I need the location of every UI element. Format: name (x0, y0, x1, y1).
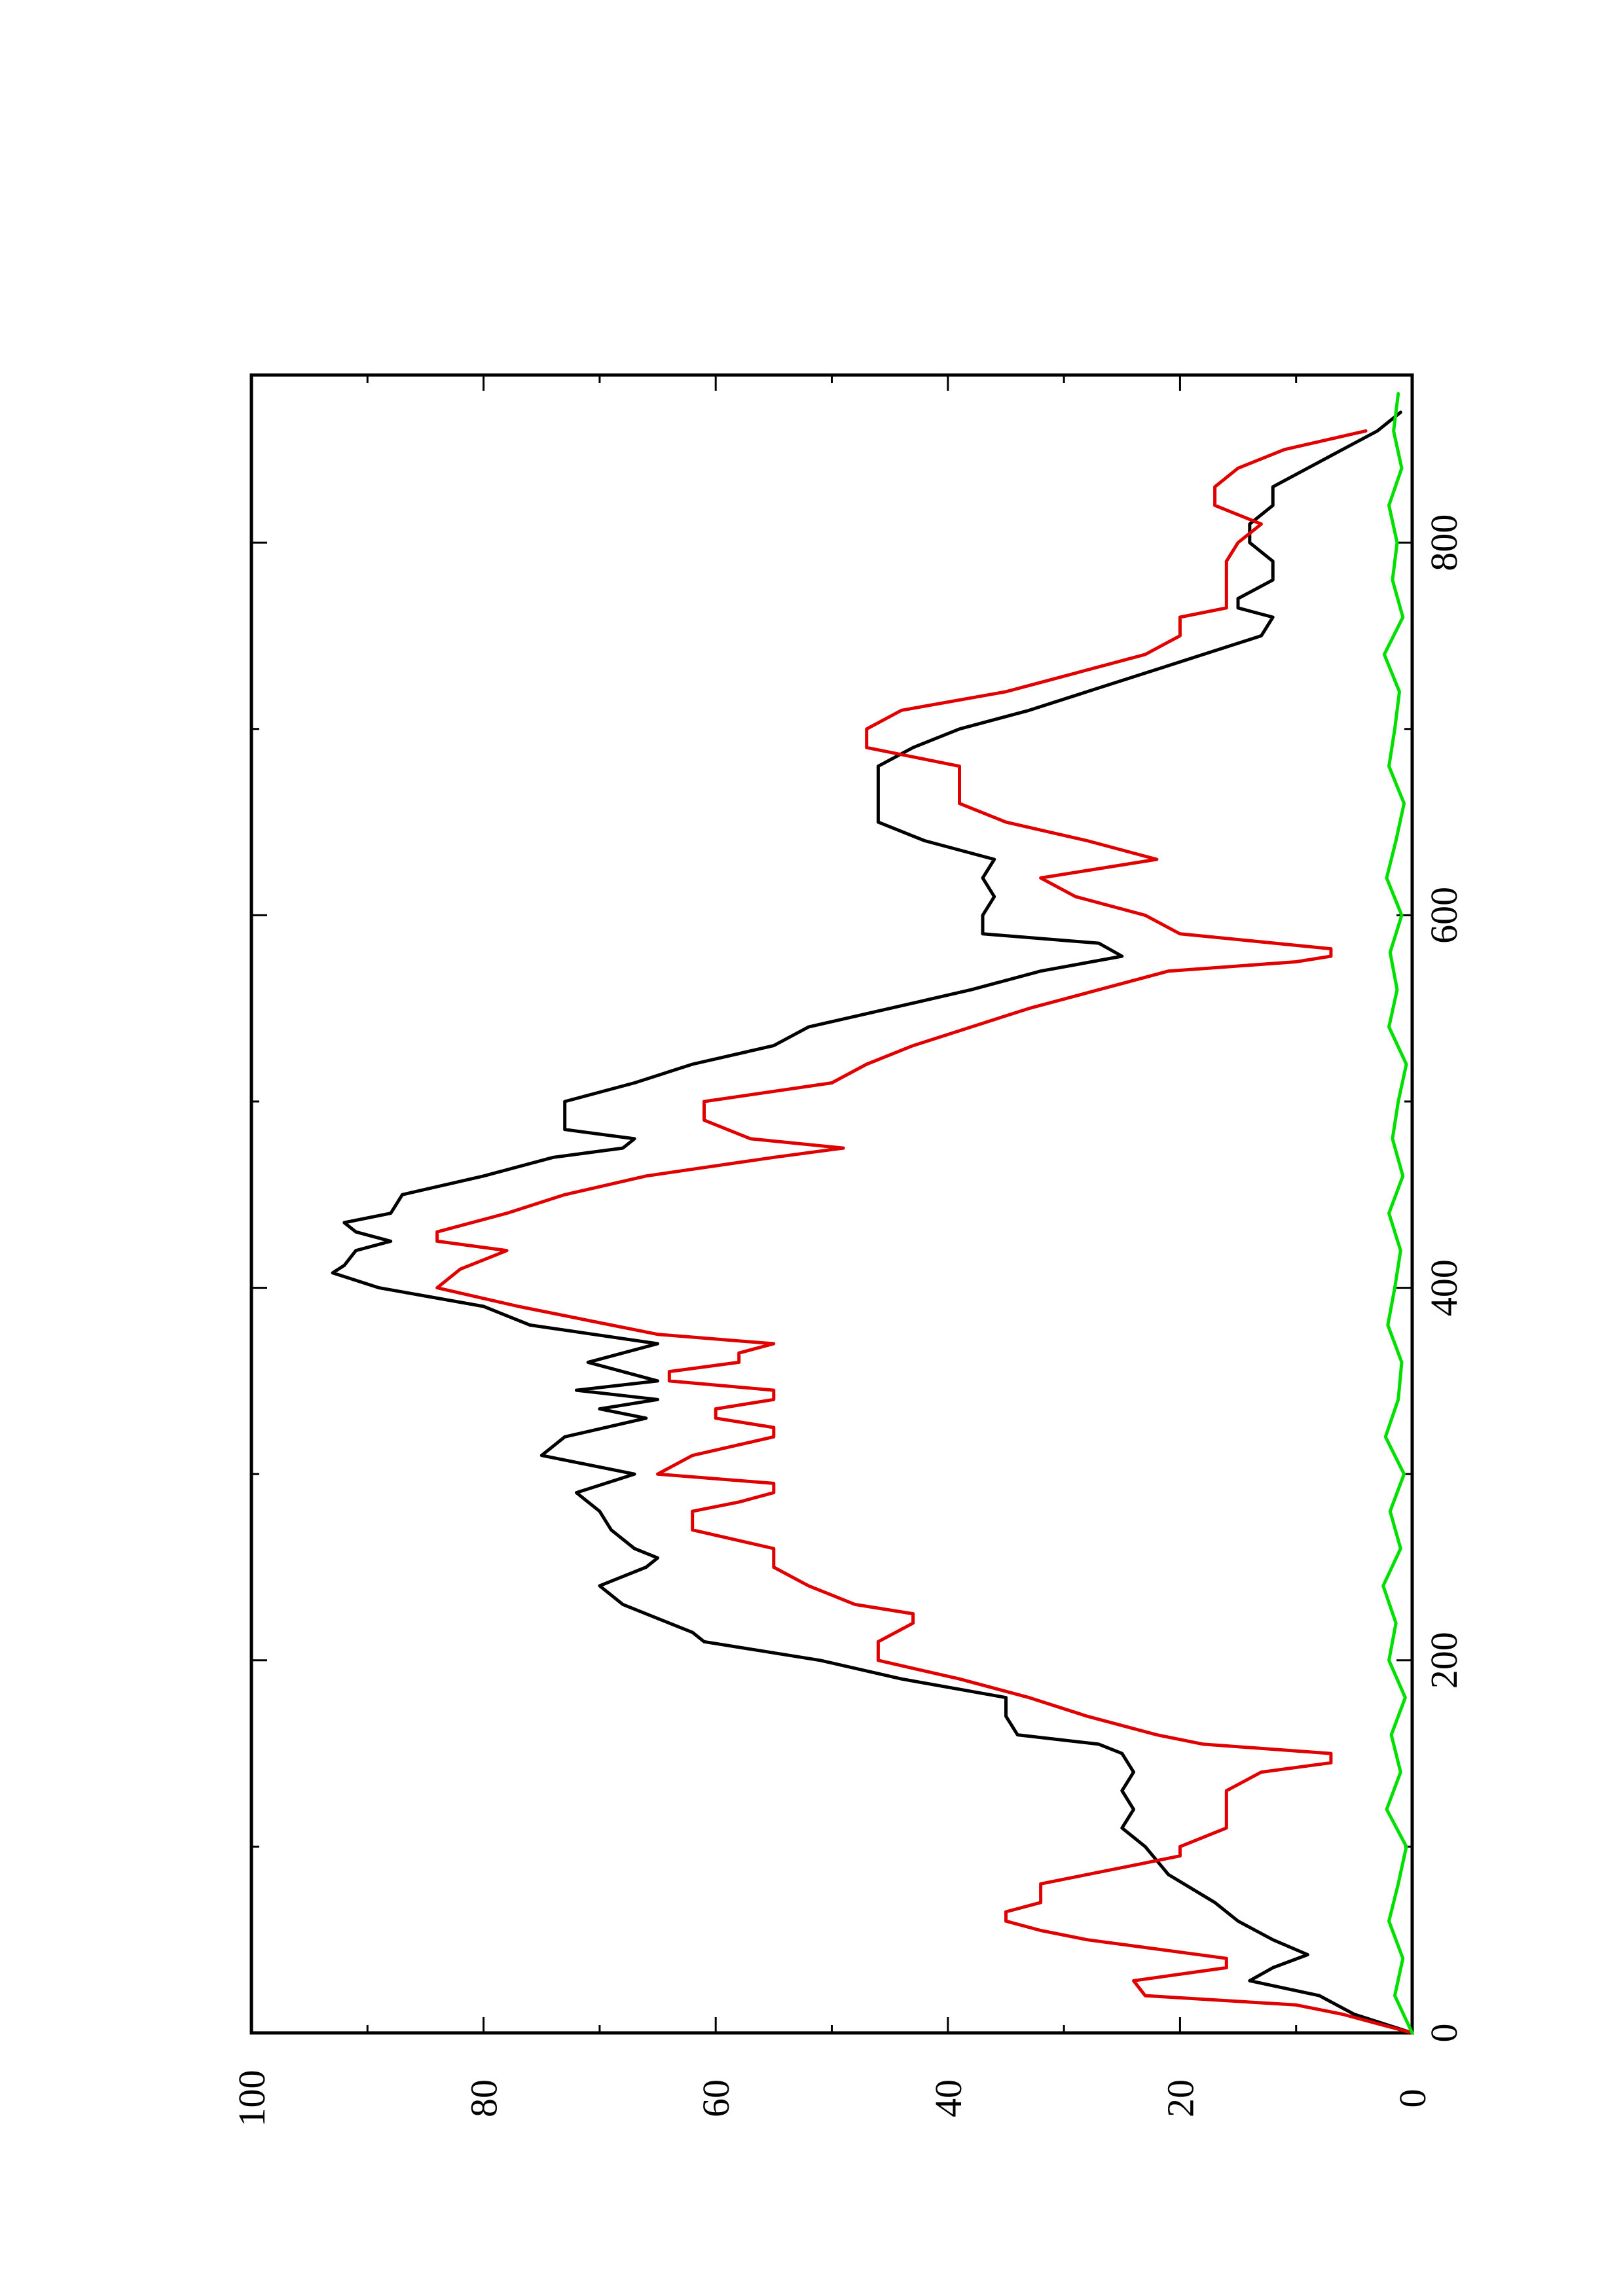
x-tick-label: 600 (1423, 887, 1465, 944)
x-tick-label: 400 (1423, 1259, 1465, 1316)
black-series-line (331, 410, 1414, 2035)
red-series-line (435, 429, 1414, 2035)
y-tick-label: 100 (230, 2070, 273, 2127)
ticks-layer (250, 375, 1413, 2034)
x-tick-label: 200 (1423, 1632, 1465, 1689)
x-tick-label: 0 (1423, 2024, 1465, 2043)
tick-labels-layer: 0 200 400 600 800 0 20 40 60 80 100 (230, 514, 1465, 2127)
y-tick-label: 60 (695, 2079, 737, 2117)
green-series-line (1381, 392, 1414, 2035)
x-tick-label: 800 (1423, 514, 1465, 571)
y-tick-label: 80 (463, 2079, 505, 2117)
series-layer (331, 392, 1414, 2035)
y-tick-label: 0 (1391, 2089, 1434, 2108)
y-tick-label: 20 (1159, 2079, 1201, 2117)
y-tick-label: 40 (927, 2079, 970, 2117)
